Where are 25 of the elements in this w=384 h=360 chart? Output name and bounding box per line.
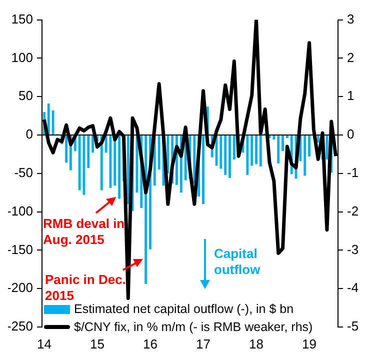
legend-label: Estimated net capital outflow (-), in $ bn: [74, 301, 294, 318]
y2-tick-label: -5: [347, 318, 359, 334]
y-tick-label: -50: [14, 164, 33, 180]
y-tick-label: 50: [18, 88, 33, 104]
x-tick-label: 15: [90, 336, 104, 352]
y2-tick-label: -2: [347, 203, 359, 218]
x-tick-label: 17: [196, 336, 210, 352]
legend-label: $/CNY fix, in % m/m (- is RMB weaker, rhs): [74, 319, 313, 336]
y2-tick-label: 2: [347, 50, 354, 65]
annotation: Capital outflow: [214, 246, 262, 278]
y-tick-label: 100: [11, 50, 33, 65]
y-tick-label: 150: [11, 11, 33, 26]
x-tick-label: 14: [36, 336, 52, 352]
annotation: RMB deval in Aug. 2015: [43, 216, 126, 248]
y2-tick-label: 3: [347, 11, 354, 26]
y-tick-label: 0: [26, 126, 33, 142]
x-tick-label: 19: [302, 336, 317, 352]
x-tick-label: 18: [249, 336, 264, 352]
y2-tick-label: 0: [347, 126, 354, 142]
y2-tick-label: -1: [347, 164, 359, 180]
x-tick-label: 16: [143, 336, 158, 352]
y2-tick-label: 1: [347, 88, 354, 104]
annotation: Panic in Dec. 2015: [45, 272, 126, 303]
y2-tick-label: -4: [347, 280, 359, 296]
y2-tick-label: -3: [347, 242, 359, 257]
